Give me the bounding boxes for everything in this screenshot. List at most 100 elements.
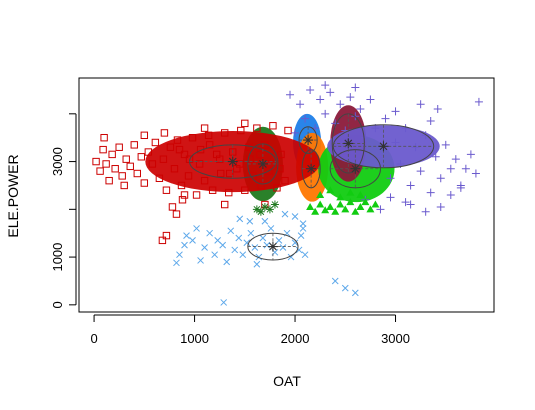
cluster-2-blue-crosses-point-0 (173, 259, 180, 267)
cluster-1-red-squares-point-25 (180, 150, 189, 159)
cluster-4-green-triangles-point-14 (316, 191, 325, 198)
cluster-3-purple-plus-point-0 (286, 90, 295, 99)
cluster-3-purple-plus-point-4 (306, 85, 315, 94)
cluster-1-red-squares-point-6 (111, 165, 119, 173)
cluster-2-blue-crosses-point-30 (295, 246, 303, 254)
cluster-2-blue-crosses-point-33 (301, 251, 309, 259)
cluster-1-red-squares-point-39 (237, 126, 245, 135)
cluster-1-red-squares-point-53 (120, 181, 128, 190)
x-tick-label-2: 2000 (281, 331, 310, 346)
cluster-4-green-triangles-point-7 (341, 205, 350, 213)
cluster-4-green-triangles-point-2 (316, 200, 325, 208)
cluster-1-red-squares-point-50 (281, 176, 289, 185)
cluster-1-red-squares-point-36 (225, 188, 233, 197)
cluster-4-green-triangles-point-0 (306, 202, 315, 210)
cluster-axis-lines-3 (299, 126, 318, 154)
cluster-2-blue-crosses-point-11 (219, 241, 227, 249)
cluster-1-red-squares-point-30 (200, 176, 209, 185)
cluster-3-purple-plus-point-21 (391, 138, 400, 147)
cluster-1-red-squares-point-62 (195, 160, 204, 168)
cluster-1-red-squares-point-35 (221, 129, 229, 137)
cluster-1-red-squares-point-72 (158, 236, 167, 245)
cluster-3-purple-plus-point-15 (361, 133, 370, 142)
cluster-2-blue-crosses-point-12 (223, 258, 231, 266)
y-axis-label: ELE.POWER (5, 154, 21, 237)
cluster-1-red-squares-point-66 (276, 165, 284, 173)
cluster-1-red-squares-point-24 (177, 181, 186, 190)
cluster-4-green-triangles-point-1 (311, 207, 320, 215)
cluster-2-blue-crosses-point-3 (183, 232, 190, 239)
cluster-3-purple-plus-point-20 (386, 174, 395, 183)
cluster-3-purple-plus-point-44 (401, 198, 410, 207)
cluster-1-red-squares-point-21 (166, 143, 175, 151)
cluster-1-red-squares-point-23 (173, 136, 182, 144)
cluster-1-red-squares-point-63 (215, 155, 224, 163)
cluster-2-blue-crosses-point-43 (253, 260, 261, 268)
cluster-4-green-triangles-point-10 (356, 202, 365, 210)
cluster-1-red-squares-point-59 (241, 119, 249, 128)
cluster-3-purple-plus-point-38 (474, 97, 483, 106)
cluster-1-red-squares-point-43 (253, 124, 261, 132)
cluster-3-purple-plus-point-27 (421, 131, 430, 140)
x-tick-label-3: 3000 (381, 331, 410, 346)
cluster-2-blue-crosses-point-37 (331, 277, 339, 285)
cluster-center-marker-1 (257, 158, 268, 169)
cluster-1-red-squares-point-57 (200, 124, 209, 132)
cluster-4-green-triangles-point-15 (326, 186, 335, 194)
cluster-3-purple-plus-point-39 (433, 105, 442, 114)
cluster-1-red-squares-point-73 (162, 231, 171, 240)
cluster-4-green-triangles-point-12 (366, 205, 375, 213)
cluster-3-purple-plus-point-6 (316, 95, 325, 104)
cluster-3-purple-plus-point-14 (356, 105, 365, 114)
cluster-3-purple-plus-point-1 (291, 128, 300, 137)
cluster-1-red-squares-point-5 (108, 150, 116, 159)
cluster-1-red-squares-point-56 (180, 191, 189, 199)
cluster-2-blue-crosses-point-1 (176, 251, 183, 259)
cluster-1-red-squares-point-54 (140, 131, 149, 140)
cluster-1-red-squares-point-1 (96, 167, 104, 175)
cluster-4-green-triangles-point-18 (356, 191, 365, 198)
cluster-1-red-squares-point-8 (118, 172, 126, 180)
cluster-3-purple-plus-point-23 (401, 124, 410, 133)
cluster-3-purple-plus-point-8 (326, 88, 335, 97)
cluster-1-red-squares-point-46 (265, 167, 273, 175)
cluster-2-blue-crosses-point-21 (259, 234, 267, 242)
cluster-3-purple-plus-point-10 (336, 100, 345, 109)
cluster-1-red-squares-point-49 (277, 150, 285, 159)
cluster-2-blue-crosses-point-7 (201, 244, 208, 251)
cluster-center-marker-5 (343, 138, 354, 149)
cluster-1-red-squares-point-76 (178, 196, 187, 204)
cluster-3-purple-plus-point-52 (406, 200, 415, 209)
cluster-2-blue-crosses-point-35 (246, 217, 254, 225)
cluster-2-blue-crosses-point-44 (299, 225, 307, 232)
cluster-center-marker-7 (378, 141, 389, 152)
cluster-2-blue-crosses-point-14 (231, 246, 239, 254)
cluster-1-red-squares-point-15 (144, 148, 153, 156)
cluster-1-red-squares-point-17 (151, 138, 160, 147)
cluster-5-darkgreen-stars-point-3 (265, 205, 274, 214)
cluster-2-blue-crosses-point-20 (255, 253, 263, 261)
cluster-4-green-triangles-point-6 (336, 200, 345, 208)
cluster-center-marker-3 (303, 135, 314, 146)
cluster-1-red-squares-point-70 (246, 155, 254, 163)
cluster-4-green-triangles-point-16 (336, 193, 345, 201)
cluster-3-purple-plus-point-19 (381, 114, 390, 123)
cluster-1-red-squares-point-41 (245, 143, 253, 151)
cluster-1-red-squares-point-31 (204, 131, 213, 140)
x-axis: 0 1000 2000 3000 (90, 314, 410, 346)
cluster-1-red-squares-point-3 (102, 160, 110, 168)
cluster-5-darkgreen-stars-point-2 (260, 202, 269, 211)
cluster-1-red-squares-point-51 (284, 126, 292, 135)
cluster-3-purple-plus-point-46 (436, 202, 445, 211)
cluster-3-purple-plus-point-41 (426, 116, 435, 125)
cluster-2-blue-crosses-point-42 (261, 217, 269, 225)
cluster-2-blue-crosses-point-32 (299, 220, 307, 228)
cluster-2-blue-crosses-point-36 (236, 215, 244, 223)
cluster-1-red-squares-point-47 (269, 122, 277, 130)
cluster-1-red-squares-point-55 (160, 129, 169, 137)
cluster-2-blue-crosses-point-15 (235, 234, 243, 242)
cluster-2-blue-crosses-point-39 (351, 289, 359, 297)
cluster-2-blue-crosses-point-38 (341, 284, 349, 292)
cluster-3-purple-plus-point-24 (406, 181, 415, 190)
